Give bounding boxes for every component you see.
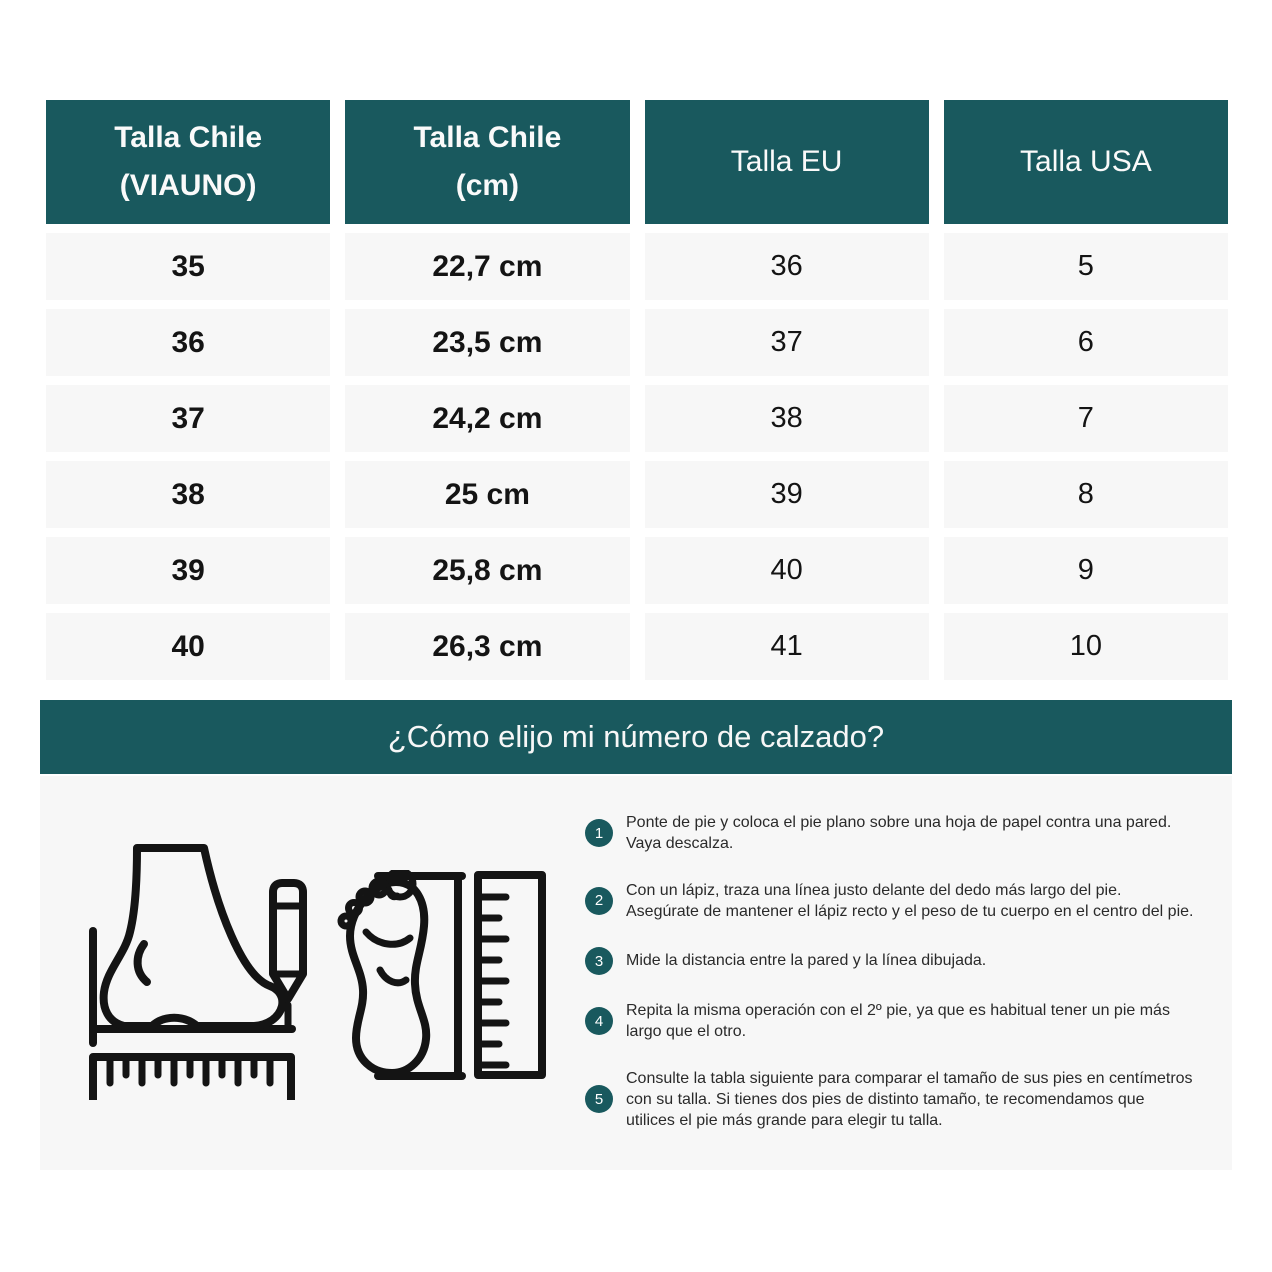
step-text: Mide la distancia entre la pared y la lí…: [626, 952, 987, 970]
step-text: Con un lápiz, traza una línea justo dela…: [626, 881, 1194, 920]
table-cell: 40: [644, 537, 929, 604]
step-number-badge: 3: [585, 947, 613, 976]
table-cell: 36: [644, 233, 929, 300]
step-item-5: 5 Consulte la tabla siguiente para compa…: [585, 1068, 1196, 1132]
step-item-4: 4 Repita la misma operación con el 2º pi…: [585, 1000, 1196, 1043]
measuring-illustrations: [40, 776, 585, 1170]
table-cell: 22,7 cm: [345, 233, 630, 300]
table-cell: 25 cm: [345, 461, 630, 528]
table-cell: 7: [943, 385, 1228, 452]
header-line: (cm): [455, 169, 520, 202]
step-number-badge: 4: [585, 1007, 613, 1036]
table-cell: 39: [46, 537, 331, 604]
table-cell: 41: [644, 613, 929, 680]
step-text: Consulte la tabla siguiente para compara…: [626, 1069, 1193, 1130]
table-cell: 38: [644, 385, 929, 452]
table-header-chile-cm: Talla Chile (cm): [345, 100, 630, 224]
step-number-badge: 2: [585, 886, 613, 915]
table-cell: 40: [46, 613, 331, 680]
step-item-3: 3 Mide la distancia entre la pared y la …: [585, 947, 1196, 976]
step-item-2: 2 Con un lápiz, traza una línea justo de…: [585, 880, 1196, 923]
table-header-chile-viauno: Talla Chile (VIAUNO): [46, 100, 331, 224]
table-cell: 24,2 cm: [345, 385, 630, 452]
step-number-badge: 1: [585, 819, 613, 848]
step-text: Repita la misma operación con el 2º pie,…: [626, 1002, 1170, 1041]
steps-list: 1 Ponte de pie y coloca el pie plano sob…: [585, 776, 1232, 1170]
table-cell: 37: [644, 309, 929, 376]
header-line: (VIAUNO): [119, 169, 257, 202]
table-header-usa: Talla USA: [943, 100, 1228, 224]
table-cell: 8: [943, 461, 1228, 528]
step-number-badge: 5: [585, 1085, 613, 1114]
guide-title: ¿Cómo elijo mi número de calzado?: [387, 719, 885, 754]
foot-sole-ruler-icon: [337, 870, 546, 1080]
table-cell: 37: [46, 385, 331, 452]
table-cell: 5: [943, 233, 1228, 300]
table-cell: 10: [943, 613, 1228, 680]
header-line: Talla USA: [1020, 145, 1152, 178]
table-cell: 36: [46, 309, 331, 376]
step-text: Ponte de pie y coloca el pie plano sobre…: [626, 814, 1172, 853]
table-cell: 26,3 cm: [345, 613, 630, 680]
table-cell: 39: [644, 461, 929, 528]
header-line: Talla Chile: [413, 121, 562, 154]
table-cell: 38: [46, 461, 331, 528]
table-cell: 25,8 cm: [345, 537, 630, 604]
step-item-1: 1 Ponte de pie y coloca el pie plano sob…: [585, 812, 1196, 855]
table-cell: 9: [943, 537, 1228, 604]
table-header-eu: Talla EU: [644, 100, 929, 224]
guide-section: 1 Ponte de pie y coloca el pie plano sob…: [40, 776, 1232, 1170]
table-cell: 6: [943, 309, 1228, 376]
guide-title-banner: ¿Cómo elijo mi número de calzado?: [40, 700, 1232, 774]
table-cell: 23,5 cm: [345, 309, 630, 376]
header-line: Talla EU: [730, 145, 843, 178]
table-cell: 35: [46, 233, 331, 300]
header-line: Talla Chile: [114, 121, 263, 154]
size-table: Talla Chile (VIAUNO) Talla Chile (cm) Ta…: [46, 100, 1228, 680]
foot-side-measure-icon: [89, 844, 307, 1100]
